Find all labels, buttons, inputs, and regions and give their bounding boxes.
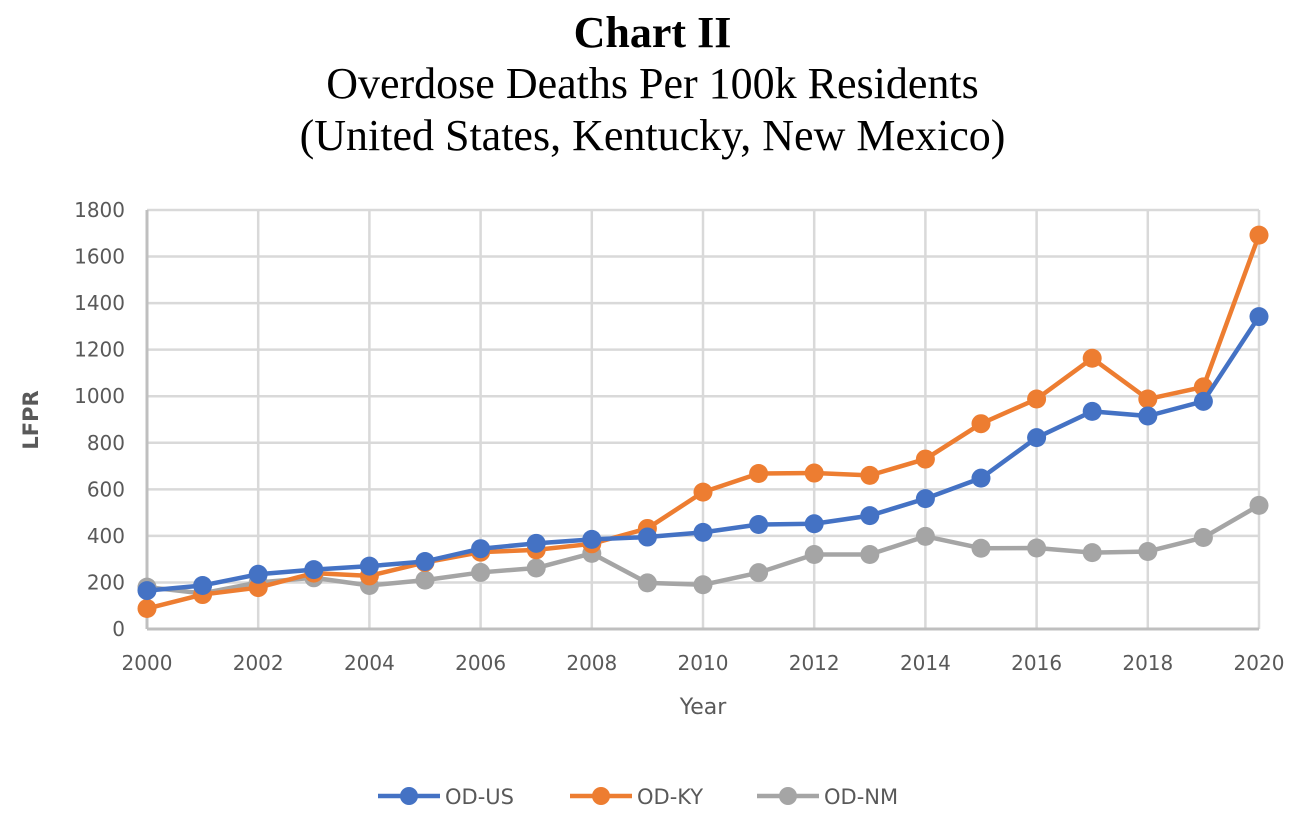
data-point [915, 489, 935, 509]
data-point [415, 570, 435, 590]
data-point [804, 545, 824, 565]
data-point [749, 563, 769, 583]
x-tick-label: 2000 [122, 651, 173, 675]
data-point [1249, 225, 1269, 245]
data-point [971, 538, 991, 558]
legend-label: OD-US [445, 785, 514, 809]
x-tick-label: 2010 [678, 651, 729, 675]
data-point [248, 578, 268, 598]
data-point [526, 558, 546, 578]
data-point [1138, 389, 1158, 409]
data-point [1082, 348, 1102, 368]
data-point [693, 575, 713, 595]
x-tick-label: 2014 [900, 651, 951, 675]
data-point [915, 526, 935, 546]
chart-title: Chart II [573, 8, 732, 57]
data-point [1138, 406, 1158, 426]
data-point [471, 562, 491, 582]
data-point [971, 414, 991, 434]
chart-title-block: Chart II Overdose Deaths Per 100k Reside… [0, 8, 1305, 162]
data-point [804, 463, 824, 483]
data-point [749, 514, 769, 534]
legend-swatch-marker [779, 787, 797, 805]
y-tick-label: 1800 [74, 198, 125, 222]
data-point [193, 575, 213, 595]
y-axis-tick-labels: 0 200 400 600 800 1000 1200 1400 1600 1800 [74, 198, 125, 641]
legend-swatch-marker [592, 787, 610, 805]
data-point [860, 545, 880, 565]
legend-item-od-us: OD-US [378, 785, 514, 809]
data-point [637, 573, 657, 593]
y-tick-label: 800 [87, 431, 125, 455]
data-point [1249, 495, 1269, 515]
x-tick-label: 2020 [1234, 651, 1285, 675]
x-tick-label: 2004 [344, 651, 395, 675]
data-point [693, 482, 713, 502]
x-tick-label: 2002 [233, 651, 284, 675]
series-group [137, 225, 1269, 619]
y-axis-title: LFPR [19, 390, 43, 449]
data-point [1249, 307, 1269, 327]
data-point [860, 465, 880, 485]
data-point [1027, 428, 1047, 448]
data-point [749, 464, 769, 484]
legend-swatch-marker [400, 787, 418, 805]
legend-label: OD-KY [637, 785, 703, 809]
x-tick-label: 2016 [1011, 651, 1062, 675]
y-tick-label: 1400 [74, 291, 125, 315]
legend-item-od-ky: OD-KY [570, 785, 703, 809]
data-point [582, 529, 602, 549]
legend: OD-US OD-KY OD-NM [378, 785, 898, 809]
data-point [971, 468, 991, 488]
data-point [1138, 541, 1158, 561]
y-tick-label: 200 [87, 570, 125, 594]
data-point [137, 581, 157, 601]
y-tick-label: 400 [87, 524, 125, 548]
data-point [1193, 391, 1213, 411]
x-tick-label: 2006 [455, 651, 506, 675]
data-point [359, 556, 379, 576]
data-point [693, 522, 713, 542]
y-tick-label: 0 [112, 617, 125, 641]
data-point [526, 533, 546, 553]
y-tick-label: 1200 [74, 338, 125, 362]
x-axis-tick-labels: 2000 2002 2004 2006 2008 2010 2012 2014 2016 2018… [122, 651, 1285, 675]
x-tick-label: 2008 [566, 651, 617, 675]
data-point [137, 599, 157, 619]
data-point [1082, 543, 1102, 563]
y-tick-label: 600 [87, 477, 125, 501]
data-point [1027, 389, 1047, 409]
y-tick-label: 1600 [74, 245, 125, 269]
data-point [637, 527, 657, 547]
x-axis-title: Year [679, 695, 728, 720]
data-point [804, 514, 824, 534]
data-point [1027, 538, 1047, 558]
data-point [1082, 401, 1102, 421]
x-tick-label: 2018 [1122, 651, 1173, 675]
data-point [860, 506, 880, 526]
data-point [1193, 528, 1213, 548]
x-tick-label: 2012 [789, 651, 840, 675]
legend-item-od-nm: OD-NM [757, 785, 898, 809]
chart-subtitle-line-2: (United States, Kentucky, New Mexico) [299, 111, 1006, 160]
data-point [248, 564, 268, 584]
data-point [471, 539, 491, 559]
data-point [415, 551, 435, 571]
series-od-us [137, 307, 1269, 601]
data-point [915, 449, 935, 469]
chart-subtitle-line-1: Overdose Deaths Per 100k Residents [326, 59, 979, 108]
y-tick-label: 1000 [74, 384, 125, 408]
data-point [304, 560, 324, 580]
legend-label: OD-NM [824, 785, 898, 809]
